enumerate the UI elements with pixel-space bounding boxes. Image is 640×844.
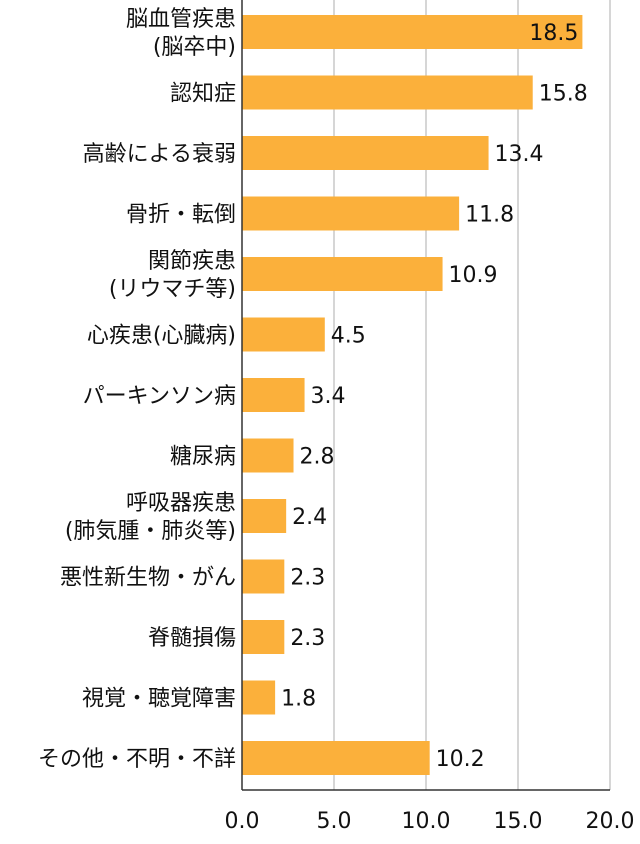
- category-label: 視覚・聴覚障害: [82, 687, 236, 712]
- bar: [242, 680, 276, 715]
- category-label-line: (脳卒中): [153, 35, 236, 60]
- category-label-line: (リウマチ等): [109, 277, 236, 302]
- category-label: 脳血管疾患 (脳卒中): [126, 7, 236, 60]
- x-tick-label: 0.0: [225, 809, 260, 834]
- bar: [242, 257, 443, 291]
- category-label: 悪性新生物・がん: [60, 566, 236, 591]
- data-label: 3.4: [311, 384, 346, 409]
- labels: 18.5 脳血管疾患 (脳卒中) 15.8 認知症 13.4 高齢による衰弱 11.8 骨折・転…: [38, 7, 635, 834]
- data-label: 2.3: [290, 626, 325, 651]
- x-tick-label: 10.0: [402, 809, 451, 834]
- category-label-line: (肺気腫・肺炎等): [65, 519, 236, 544]
- bar: [242, 15, 583, 49]
- bar: [242, 438, 294, 473]
- category-label: パーキンソン病: [83, 384, 236, 409]
- data-label: 15.8: [539, 82, 588, 107]
- category-label: その他・不明・不詳: [38, 747, 236, 772]
- category-label: 心疾患(心臓病): [87, 324, 236, 349]
- axes: [241, 0, 610, 791]
- x-tick-label: 20.0: [586, 809, 635, 834]
- bar: [242, 620, 285, 654]
- bar: [242, 136, 489, 170]
- x-tick-label: 5.0: [317, 809, 352, 834]
- category-label: 脊髄損傷: [148, 626, 236, 651]
- data-label: 2.4: [292, 505, 327, 530]
- bars: [242, 15, 583, 775]
- data-label: 18.5: [529, 21, 578, 46]
- category-label-line: 呼吸器疾患: [126, 491, 236, 516]
- category-label: 関節疾患 (リウマチ等): [109, 249, 236, 302]
- category-label: 高齢による衰弱: [83, 142, 236, 167]
- data-label: 1.8: [281, 687, 316, 712]
- bar: [242, 741, 430, 775]
- data-label: 10.9: [449, 263, 498, 288]
- data-label: 2.3: [290, 566, 325, 591]
- gridlines: [333, 0, 611, 790]
- category-label: 骨折・転倒: [126, 203, 236, 228]
- x-tick-label: 15.0: [494, 809, 543, 834]
- category-label-line: 関節疾患: [148, 249, 236, 274]
- data-label: 2.8: [300, 445, 335, 470]
- category-label-line: 脳血管疾患: [126, 7, 236, 32]
- category-label: 認知症: [170, 82, 236, 107]
- bar: [242, 317, 325, 352]
- category-label: 糖尿病: [170, 445, 236, 470]
- data-label: 11.8: [465, 203, 514, 228]
- data-label: 4.5: [331, 324, 366, 349]
- bar: [242, 75, 533, 110]
- category-label: 呼吸器疾患 (肺気腫・肺炎等): [65, 491, 236, 544]
- data-label: 10.2: [436, 747, 485, 772]
- bar: [242, 196, 460, 231]
- bar: [242, 378, 305, 412]
- data-label: 13.4: [495, 142, 544, 167]
- bar: [242, 559, 285, 594]
- bar: [242, 499, 287, 533]
